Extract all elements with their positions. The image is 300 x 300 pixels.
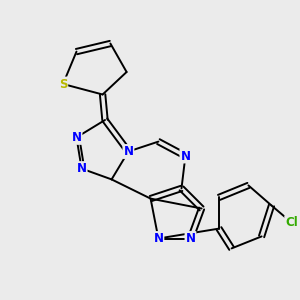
Text: Cl: Cl [285,216,298,229]
Text: S: S [59,77,67,91]
Text: N: N [123,145,134,158]
Text: N: N [71,131,82,144]
Text: N: N [153,232,164,245]
Text: N: N [180,149,190,163]
Text: N: N [76,162,87,175]
Text: N: N [185,232,196,245]
